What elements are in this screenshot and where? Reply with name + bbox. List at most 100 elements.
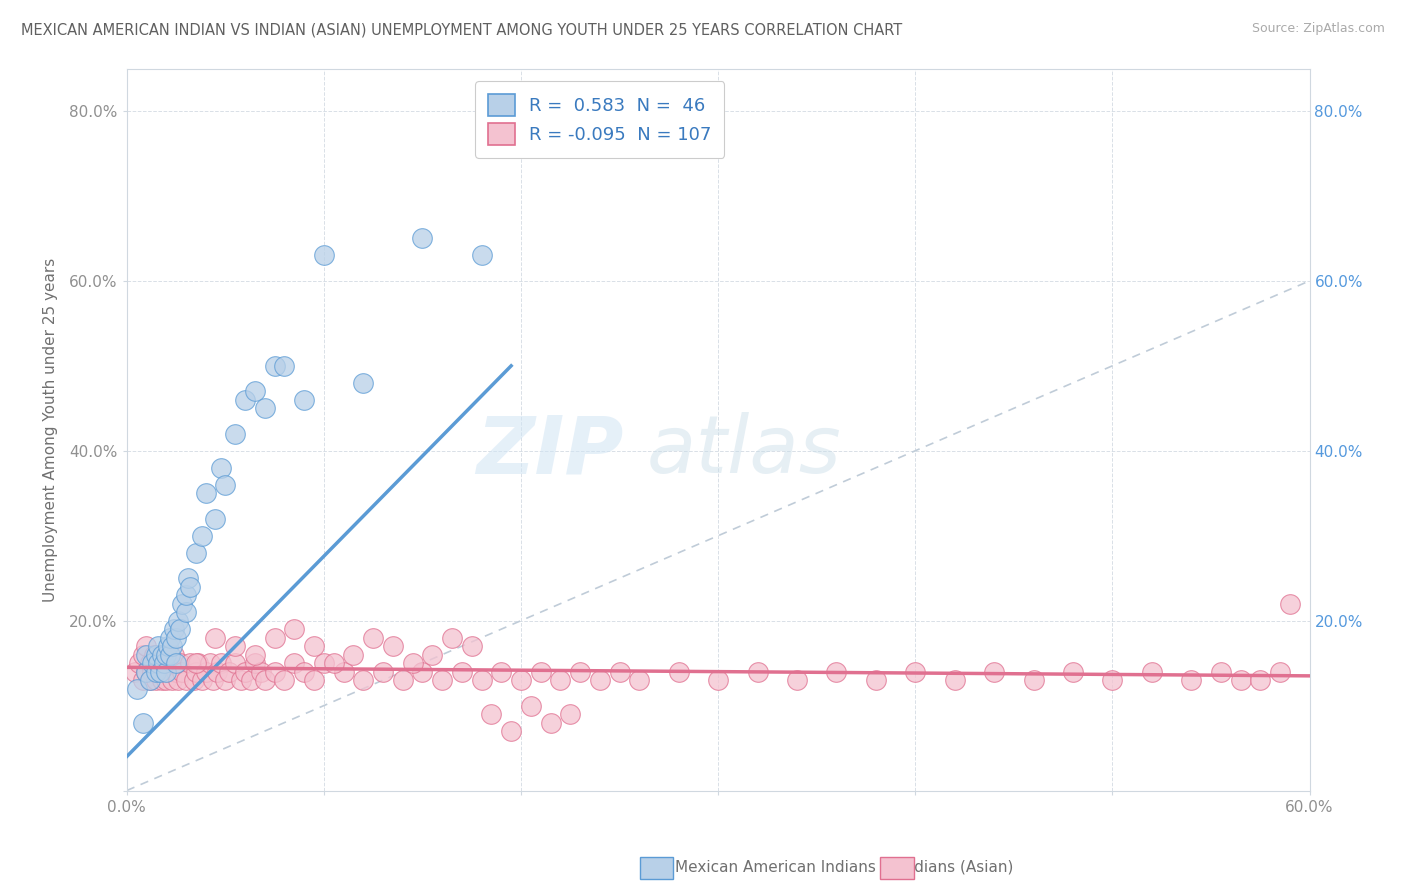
Point bbox=[263, 359, 285, 373]
Point bbox=[322, 656, 344, 670]
Point bbox=[747, 665, 769, 679]
Point bbox=[361, 631, 384, 645]
Point bbox=[163, 648, 186, 662]
Point bbox=[157, 665, 180, 679]
Point bbox=[233, 392, 256, 407]
Text: Source: ZipAtlas.com: Source: ZipAtlas.com bbox=[1251, 22, 1385, 36]
Point bbox=[209, 656, 232, 670]
Point bbox=[440, 631, 463, 645]
Point bbox=[184, 665, 207, 679]
Point bbox=[183, 673, 205, 687]
Point bbox=[174, 673, 197, 687]
Point bbox=[150, 673, 173, 687]
Point bbox=[214, 673, 236, 687]
Point bbox=[204, 512, 226, 526]
Point bbox=[128, 656, 150, 670]
Point bbox=[628, 673, 651, 687]
Point bbox=[1101, 673, 1123, 687]
Point bbox=[135, 665, 157, 679]
Point bbox=[179, 580, 201, 594]
Point bbox=[273, 359, 295, 373]
Point bbox=[249, 665, 271, 679]
Point bbox=[163, 622, 186, 636]
Point bbox=[179, 656, 201, 670]
Text: ZIP: ZIP bbox=[477, 412, 623, 491]
Point bbox=[167, 614, 190, 628]
Point bbox=[167, 673, 190, 687]
Point bbox=[150, 648, 173, 662]
Point bbox=[530, 665, 553, 679]
Point bbox=[204, 631, 226, 645]
Point bbox=[141, 665, 163, 679]
Point bbox=[411, 231, 433, 245]
Point bbox=[332, 665, 354, 679]
Text: atlas: atlas bbox=[647, 412, 842, 491]
Point bbox=[177, 571, 200, 585]
Point bbox=[145, 673, 167, 687]
Point bbox=[229, 673, 252, 687]
Point bbox=[218, 665, 240, 679]
Point bbox=[169, 656, 191, 670]
Point bbox=[124, 665, 146, 679]
Point bbox=[169, 622, 191, 636]
Point bbox=[1180, 673, 1202, 687]
Point bbox=[550, 673, 572, 687]
Point bbox=[707, 673, 730, 687]
Point bbox=[165, 631, 187, 645]
Point bbox=[1062, 665, 1084, 679]
Point bbox=[141, 656, 163, 670]
Point bbox=[159, 648, 181, 662]
Point bbox=[202, 673, 225, 687]
Point bbox=[155, 648, 177, 662]
Point bbox=[170, 597, 193, 611]
Point bbox=[190, 673, 212, 687]
Point bbox=[1278, 597, 1301, 611]
Point bbox=[904, 665, 927, 679]
Point bbox=[560, 707, 582, 722]
Point bbox=[491, 665, 513, 679]
Point bbox=[352, 376, 374, 390]
Point bbox=[131, 648, 153, 662]
Y-axis label: Unemployment Among Youth under 25 years: Unemployment Among Youth under 25 years bbox=[44, 258, 58, 601]
Point bbox=[983, 665, 1005, 679]
Point bbox=[224, 639, 246, 653]
Point bbox=[224, 426, 246, 441]
Point bbox=[160, 639, 183, 653]
Point bbox=[159, 631, 181, 645]
Point bbox=[165, 665, 187, 679]
Point bbox=[273, 673, 295, 687]
Point bbox=[155, 648, 177, 662]
Point bbox=[263, 631, 285, 645]
Point bbox=[160, 673, 183, 687]
Point bbox=[786, 673, 808, 687]
Text: Mexican American Indians: Mexican American Indians bbox=[675, 860, 876, 874]
Point bbox=[239, 673, 262, 687]
Point bbox=[292, 665, 315, 679]
Point bbox=[174, 605, 197, 619]
Point bbox=[569, 665, 592, 679]
Point bbox=[411, 665, 433, 679]
Point bbox=[609, 665, 631, 679]
Point bbox=[865, 673, 887, 687]
Point bbox=[135, 648, 157, 662]
Point bbox=[170, 665, 193, 679]
Point bbox=[283, 622, 305, 636]
Point bbox=[148, 665, 170, 679]
Point bbox=[131, 673, 153, 687]
Point bbox=[283, 656, 305, 670]
Point bbox=[214, 477, 236, 491]
Point bbox=[184, 546, 207, 560]
Point bbox=[148, 656, 170, 670]
Point bbox=[207, 665, 229, 679]
Point bbox=[943, 673, 966, 687]
Point bbox=[253, 673, 276, 687]
Point bbox=[125, 681, 148, 696]
Point bbox=[198, 656, 221, 670]
Point bbox=[187, 656, 209, 670]
Point bbox=[145, 648, 167, 662]
Point bbox=[157, 639, 180, 653]
Legend: R =  0.583  N =  46, R = -0.095  N = 107: R = 0.583 N = 46, R = -0.095 N = 107 bbox=[475, 81, 724, 158]
Point bbox=[233, 665, 256, 679]
Point bbox=[149, 665, 172, 679]
Point bbox=[153, 656, 176, 670]
